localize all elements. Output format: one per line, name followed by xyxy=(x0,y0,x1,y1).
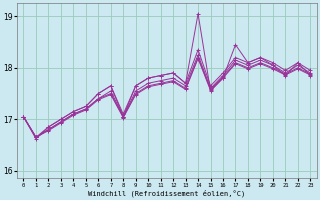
X-axis label: Windchill (Refroidissement éolien,°C): Windchill (Refroidissement éolien,°C) xyxy=(88,189,245,197)
